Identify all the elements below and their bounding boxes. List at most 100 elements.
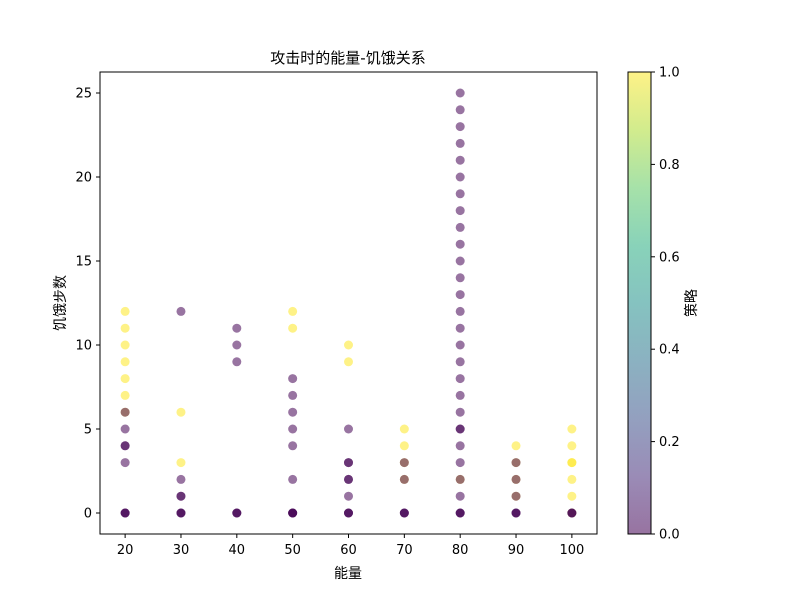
y-axis-label: 饥饿步数 bbox=[53, 275, 69, 331]
data-point bbox=[455, 290, 465, 300]
x-tick-label: 40 bbox=[229, 543, 246, 558]
data-point bbox=[455, 122, 465, 132]
data-point bbox=[344, 491, 353, 501]
data-point bbox=[455, 172, 465, 182]
data-point bbox=[120, 357, 130, 367]
data-point bbox=[455, 189, 465, 199]
data-point bbox=[176, 306, 186, 316]
data-point bbox=[455, 155, 465, 165]
data-point bbox=[120, 424, 130, 434]
x-tick-label: 20 bbox=[117, 543, 134, 558]
x-tick-label: 50 bbox=[284, 543, 301, 558]
data-point bbox=[232, 340, 242, 350]
x-tick-label: 70 bbox=[396, 543, 413, 558]
colorbar-tick-label: 0.4 bbox=[659, 343, 680, 358]
data-point bbox=[288, 306, 298, 316]
data-point bbox=[344, 340, 353, 350]
data-point bbox=[455, 357, 465, 367]
data-point bbox=[120, 390, 130, 400]
x-axis: 20 30 40 50 60 70 80 90 100 bbox=[117, 534, 584, 558]
y-tick-label: 25 bbox=[75, 87, 92, 102]
data-point bbox=[120, 441, 130, 451]
data-point bbox=[232, 323, 242, 333]
data-point bbox=[344, 357, 353, 367]
y-axis: 0 5 10 15 20 25 bbox=[75, 87, 100, 522]
data-point bbox=[288, 323, 298, 333]
y-tick-label: 5 bbox=[84, 423, 92, 438]
data-point bbox=[344, 458, 353, 468]
x-tick-label: 80 bbox=[452, 543, 469, 558]
y-tick-label: 10 bbox=[75, 339, 92, 354]
data-point bbox=[176, 407, 186, 417]
data-point bbox=[455, 206, 465, 216]
data-point bbox=[567, 458, 577, 468]
x-tick-label: 100 bbox=[559, 543, 584, 558]
data-point bbox=[455, 340, 465, 350]
data-point bbox=[567, 441, 577, 451]
data-point bbox=[455, 239, 465, 249]
data-point bbox=[455, 508, 465, 518]
x-tick-label: 30 bbox=[173, 543, 190, 558]
data-point bbox=[288, 474, 298, 484]
data-point bbox=[399, 508, 409, 518]
data-point bbox=[288, 424, 298, 434]
x-tick-label: 90 bbox=[508, 543, 525, 558]
data-point bbox=[288, 390, 298, 400]
colorbar-tick-label: 1.0 bbox=[659, 66, 680, 81]
data-point bbox=[455, 138, 465, 148]
data-point bbox=[288, 407, 298, 417]
data-point bbox=[455, 474, 465, 484]
data-point bbox=[120, 306, 130, 316]
data-point bbox=[399, 474, 409, 484]
data-point bbox=[567, 474, 577, 484]
data-point bbox=[455, 407, 465, 417]
data-point bbox=[455, 374, 465, 384]
data-point bbox=[176, 508, 186, 518]
colorbar-tick-label: 0.6 bbox=[659, 250, 680, 265]
data-point bbox=[176, 491, 186, 501]
data-point bbox=[399, 424, 409, 434]
data-point bbox=[344, 508, 353, 518]
y-tick-label: 0 bbox=[84, 507, 92, 522]
data-point bbox=[511, 491, 521, 501]
data-point bbox=[232, 357, 242, 367]
data-point bbox=[120, 340, 130, 350]
data-point bbox=[455, 306, 465, 316]
data-point bbox=[120, 458, 130, 468]
data-point bbox=[455, 105, 465, 115]
data-point bbox=[232, 508, 242, 518]
colorbar bbox=[628, 72, 651, 534]
y-tick-label: 20 bbox=[75, 171, 92, 186]
data-point bbox=[455, 424, 465, 434]
data-point bbox=[120, 407, 130, 417]
data-point bbox=[511, 508, 521, 518]
data-point bbox=[567, 424, 577, 434]
data-point bbox=[455, 273, 465, 283]
data-point bbox=[288, 374, 298, 384]
colorbar-axis: 0.0 0.2 0.4 0.6 0.8 1.0 bbox=[651, 66, 680, 543]
data-point bbox=[455, 88, 465, 98]
data-point bbox=[399, 458, 409, 468]
data-point bbox=[455, 256, 465, 266]
data-point bbox=[344, 424, 353, 434]
data-point bbox=[567, 508, 577, 518]
data-point bbox=[455, 491, 465, 501]
colorbar-label: 策略 bbox=[683, 289, 700, 317]
x-axis-label: 能量 bbox=[334, 566, 362, 582]
points-layer bbox=[120, 88, 577, 518]
chart-title: 攻击时的能量-饥饿关系 bbox=[270, 49, 425, 67]
data-point bbox=[455, 441, 465, 451]
data-point bbox=[120, 374, 130, 384]
data-point bbox=[455, 390, 465, 400]
data-point bbox=[120, 323, 130, 333]
x-tick-label: 60 bbox=[340, 543, 357, 558]
colorbar-tick-label: 0.8 bbox=[659, 158, 680, 173]
data-point bbox=[288, 508, 298, 518]
data-point bbox=[120, 508, 130, 518]
colorbar-tick-label: 0.2 bbox=[659, 435, 680, 450]
data-point bbox=[344, 474, 353, 484]
colorbar-frame bbox=[627, 71, 652, 535]
data-point bbox=[511, 441, 521, 451]
data-point bbox=[455, 458, 465, 468]
